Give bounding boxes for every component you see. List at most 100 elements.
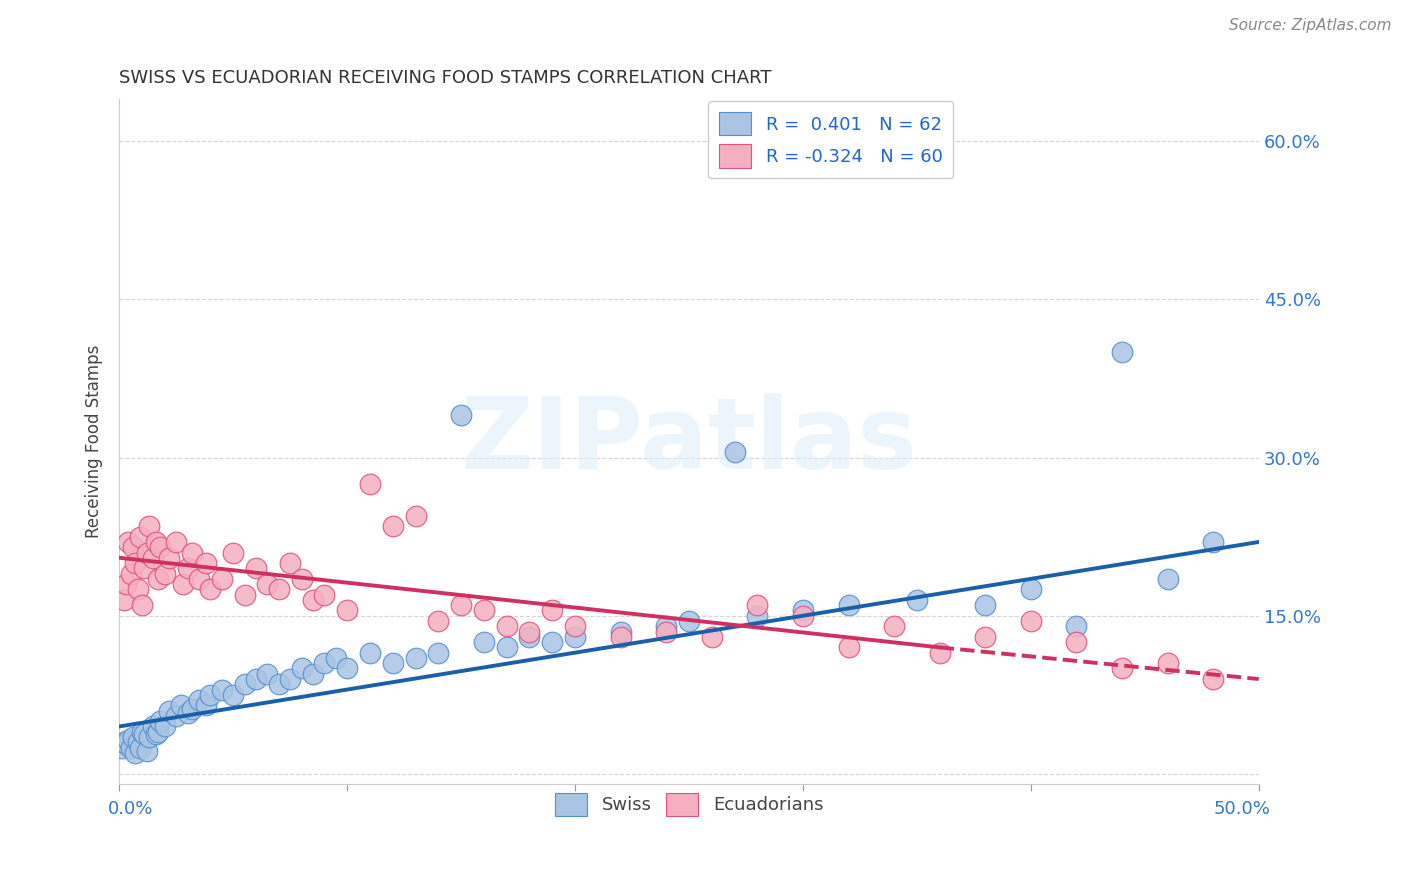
Point xyxy=(290,572,312,586)
Point xyxy=(336,603,359,617)
Point xyxy=(1111,661,1133,675)
Point xyxy=(194,698,217,713)
Point xyxy=(472,635,495,649)
Legend: Swiss, Ecuadorians: Swiss, Ecuadorians xyxy=(547,786,831,823)
Point xyxy=(145,535,167,549)
Point xyxy=(222,545,245,559)
Point xyxy=(172,577,194,591)
Y-axis label: Receiving Food Stamps: Receiving Food Stamps xyxy=(86,345,103,539)
Point xyxy=(655,624,678,639)
Point xyxy=(256,666,278,681)
Point xyxy=(541,603,564,617)
Point xyxy=(142,719,165,733)
Point xyxy=(146,572,169,586)
Point xyxy=(837,598,859,612)
Point xyxy=(302,593,325,607)
Point xyxy=(302,666,325,681)
Point xyxy=(188,572,211,586)
Point xyxy=(450,598,472,612)
Point xyxy=(1019,614,1042,628)
Point xyxy=(200,582,222,597)
Point xyxy=(117,535,139,549)
Point xyxy=(1066,619,1088,633)
Point xyxy=(278,672,301,686)
Point xyxy=(381,656,404,670)
Text: Source: ZipAtlas.com: Source: ZipAtlas.com xyxy=(1229,18,1392,33)
Point xyxy=(974,630,997,644)
Point xyxy=(153,566,176,581)
Point xyxy=(1202,535,1225,549)
Point xyxy=(149,714,172,728)
Point xyxy=(120,566,142,581)
Point xyxy=(564,630,586,644)
Point xyxy=(495,640,517,655)
Point xyxy=(142,550,165,565)
Point xyxy=(700,630,723,644)
Point xyxy=(405,651,427,665)
Point xyxy=(519,630,541,644)
Point xyxy=(176,561,198,575)
Point xyxy=(928,646,950,660)
Point xyxy=(723,445,745,459)
Point xyxy=(747,608,769,623)
Point xyxy=(128,740,150,755)
Point xyxy=(1066,635,1088,649)
Point xyxy=(472,603,495,617)
Point xyxy=(325,651,347,665)
Point xyxy=(792,603,814,617)
Point xyxy=(181,545,204,559)
Point xyxy=(131,598,153,612)
Point xyxy=(138,730,160,744)
Point xyxy=(267,677,290,691)
Point xyxy=(211,572,233,586)
Text: 50.0%: 50.0% xyxy=(1213,800,1270,818)
Point xyxy=(609,630,631,644)
Point xyxy=(120,740,142,755)
Point xyxy=(134,727,156,741)
Point xyxy=(200,688,222,702)
Point xyxy=(883,619,905,633)
Point xyxy=(233,677,256,691)
Point xyxy=(1111,345,1133,359)
Point xyxy=(165,535,187,549)
Point xyxy=(381,519,404,533)
Point xyxy=(245,561,267,575)
Point xyxy=(157,704,180,718)
Point xyxy=(188,693,211,707)
Point xyxy=(359,477,381,491)
Point xyxy=(112,593,135,607)
Point xyxy=(124,746,146,760)
Point xyxy=(837,640,859,655)
Point xyxy=(117,733,139,747)
Point xyxy=(747,598,769,612)
Point xyxy=(110,740,132,755)
Point xyxy=(564,619,586,633)
Point xyxy=(115,737,138,751)
Point xyxy=(519,624,541,639)
Point xyxy=(128,530,150,544)
Point xyxy=(127,735,149,749)
Point xyxy=(146,724,169,739)
Point xyxy=(655,619,678,633)
Point xyxy=(181,701,204,715)
Point xyxy=(427,614,450,628)
Point xyxy=(135,545,157,559)
Point xyxy=(405,508,427,523)
Point xyxy=(267,582,290,597)
Point xyxy=(974,598,997,612)
Point xyxy=(314,656,336,670)
Point xyxy=(678,614,700,628)
Point xyxy=(124,556,146,570)
Point xyxy=(138,519,160,533)
Point xyxy=(145,727,167,741)
Point xyxy=(278,556,301,570)
Text: SWISS VS ECUADORIAN RECEIVING FOOD STAMPS CORRELATION CHART: SWISS VS ECUADORIAN RECEIVING FOOD STAMP… xyxy=(120,69,772,87)
Point xyxy=(450,409,472,423)
Point xyxy=(609,624,631,639)
Point xyxy=(122,540,145,554)
Point xyxy=(314,588,336,602)
Point xyxy=(135,744,157,758)
Point xyxy=(131,724,153,739)
Point xyxy=(792,608,814,623)
Point xyxy=(905,593,928,607)
